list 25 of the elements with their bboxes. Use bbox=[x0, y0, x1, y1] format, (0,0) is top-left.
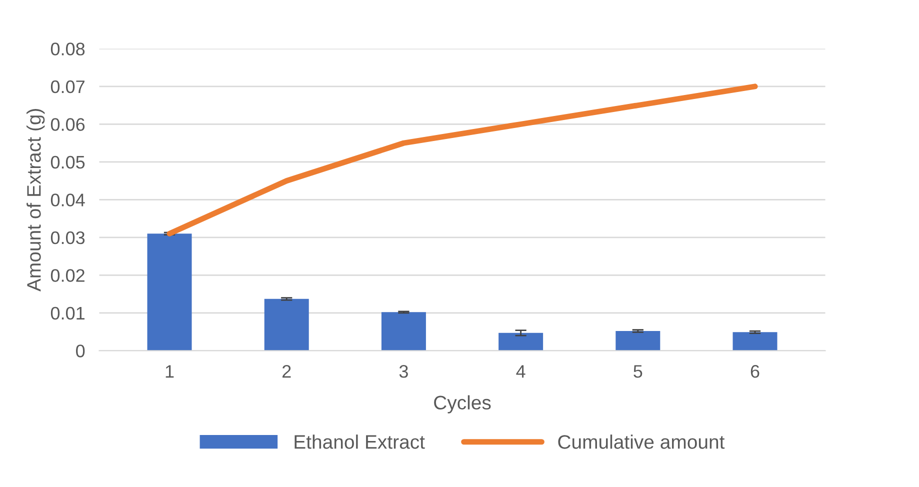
bar bbox=[498, 332, 544, 351]
y-tick-label: 0.08 bbox=[50, 42, 85, 56]
y-tick-label: 0.01 bbox=[50, 306, 84, 320]
x-tick-label: 6 bbox=[750, 365, 760, 378]
y-tick-label: 0.04 bbox=[50, 194, 85, 206]
x-tick-label: 4 bbox=[516, 365, 526, 378]
y-tick-label: 0.02 bbox=[50, 269, 84, 282]
x-tick-label: 3 bbox=[399, 365, 408, 378]
bar bbox=[732, 332, 778, 351]
y-tick-label: 0.03 bbox=[50, 231, 85, 244]
bar bbox=[264, 298, 309, 351]
x-axis-title: Cycles bbox=[434, 395, 491, 414]
legend-label: Ethanol Extract bbox=[294, 434, 425, 449]
y-tick-label: 0 bbox=[76, 344, 85, 358]
bar bbox=[381, 312, 426, 351]
bar bbox=[616, 331, 660, 351]
y-tick-label: 0.06 bbox=[50, 118, 85, 131]
y-tick-label: 0.05 bbox=[50, 156, 85, 169]
x-tick-label: 1 bbox=[166, 365, 174, 378]
x-tick-label: 5 bbox=[634, 365, 642, 378]
y-tick-label: 0.07 bbox=[50, 80, 84, 94]
x-tick-label: 2 bbox=[282, 365, 291, 378]
legend-label: Cumulative amount bbox=[558, 434, 725, 449]
bar bbox=[147, 234, 192, 351]
y-axis-title: Amount of Extract (g) bbox=[26, 109, 45, 292]
